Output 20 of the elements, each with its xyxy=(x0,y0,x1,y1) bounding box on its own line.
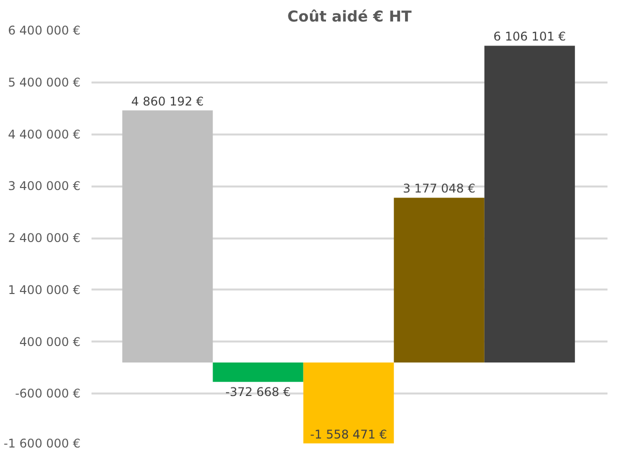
data-label: -1 558 471 € xyxy=(310,427,388,442)
data-label: 4 860 192 € xyxy=(131,94,204,108)
y-tick-label: 5 400 000 € xyxy=(8,75,81,90)
y-tick-label: 3 400 000 € xyxy=(8,179,81,194)
y-tick-label: 6 400 000 € xyxy=(8,24,81,38)
data-label: -372 668 € xyxy=(225,384,291,399)
bar xyxy=(394,198,484,362)
bar xyxy=(122,110,213,362)
data-label: 3 177 048 € xyxy=(402,182,476,196)
data-label: 6 106 101 € xyxy=(493,30,566,44)
bar xyxy=(303,362,394,444)
y-tick-label: 400 000 € xyxy=(19,334,81,349)
y-tick-label: -600 000 € xyxy=(15,386,81,401)
y-tick-label: 4 400 000 € xyxy=(8,127,81,142)
y-tick-label: -1 600 000 € xyxy=(4,436,81,450)
y-tick-label: 1 400 000 € xyxy=(8,282,81,297)
bar xyxy=(484,46,575,362)
y-tick-label: 2 400 000 € xyxy=(8,231,81,245)
chart-title: Coût aidé € HT xyxy=(287,8,412,26)
bar xyxy=(212,362,304,382)
